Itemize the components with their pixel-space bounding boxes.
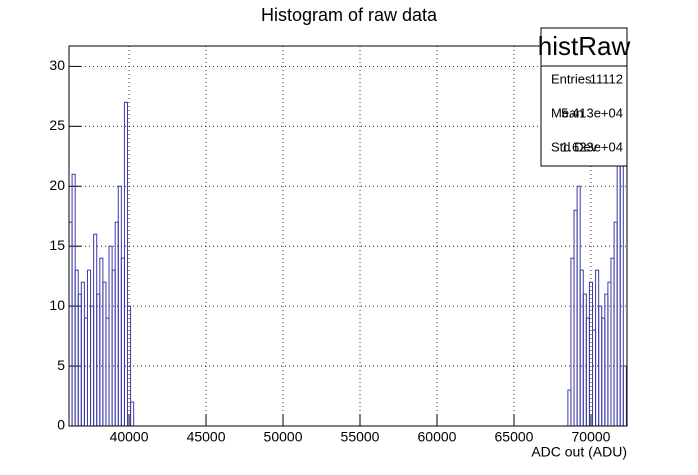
y-tick-label: 20 bbox=[49, 177, 65, 193]
x-tick-label: 55000 bbox=[341, 429, 380, 445]
x-tick-label: 70000 bbox=[572, 429, 611, 445]
y-tick-label: 15 bbox=[49, 237, 65, 253]
stats-label: Mean bbox=[551, 105, 584, 120]
stats-value: 1.623e+04 bbox=[561, 139, 623, 154]
stats-title: histRaw bbox=[538, 31, 631, 61]
y-tick-label: 30 bbox=[49, 57, 65, 73]
y-tick-label: 0 bbox=[57, 417, 65, 433]
plot-area bbox=[69, 46, 627, 426]
plot-frame bbox=[68, 45, 628, 427]
x-tick-label: 60000 bbox=[418, 429, 457, 445]
y-tick-label: 10 bbox=[49, 297, 65, 313]
x-tick-label: 65000 bbox=[495, 429, 534, 445]
stats-label: Entries bbox=[551, 71, 592, 86]
x-axis-label: ADC out (ADU) bbox=[531, 444, 627, 460]
stats-value: 5.413e+04 bbox=[561, 105, 623, 120]
stats-label: Std Dev bbox=[551, 139, 598, 154]
x-tick-label: 45000 bbox=[187, 429, 226, 445]
chart-title: Histogram of raw data bbox=[261, 5, 438, 25]
y-tick-label: 25 bbox=[49, 117, 65, 133]
x-tick-label: 40000 bbox=[110, 429, 149, 445]
y-tick-label: 5 bbox=[57, 357, 65, 373]
stats-box bbox=[540, 27, 628, 167]
x-tick-label: 50000 bbox=[264, 429, 303, 445]
stats-value: 11112 bbox=[590, 71, 623, 86]
